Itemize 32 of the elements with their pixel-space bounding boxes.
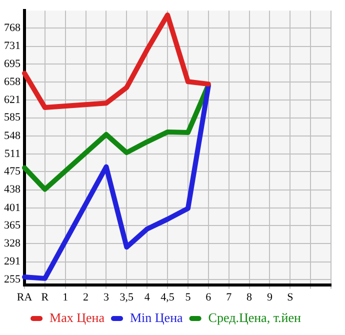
y-tick-label: 511 bbox=[4, 148, 20, 160]
y-tick-label: 291 bbox=[4, 256, 20, 268]
y-tick-label: 621 bbox=[4, 94, 20, 106]
y-tick-label: 475 bbox=[4, 166, 21, 178]
x-tick-label: RA bbox=[16, 291, 32, 304]
x-tick-label: 1 bbox=[62, 291, 68, 304]
x-tick-label: 4,5 bbox=[160, 291, 175, 304]
x-tick-label: S bbox=[287, 291, 294, 304]
x-tick-label: 3 bbox=[103, 291, 110, 304]
legend-label: Max Цена bbox=[50, 310, 105, 325]
y-tick-label: 695 bbox=[4, 58, 21, 70]
y-tick-label: 585 bbox=[4, 112, 21, 124]
y-tick-label: 658 bbox=[4, 76, 21, 88]
y-tick-label: 768 bbox=[4, 22, 21, 34]
legend-label: Min Цена bbox=[130, 310, 184, 325]
y-tick-label: 438 bbox=[4, 184, 21, 196]
x-tick-label: 9 bbox=[266, 291, 273, 304]
y-tick-label: 548 bbox=[4, 130, 21, 142]
x-tick-label: 8 bbox=[246, 291, 253, 304]
x-tick-label: 2 bbox=[83, 291, 89, 304]
legend-label: Сред.Цена, т.йен bbox=[208, 310, 302, 325]
y-tick-label: 328 bbox=[4, 238, 21, 250]
x-tick-label: R bbox=[41, 291, 50, 304]
x-tick-label: 4 bbox=[144, 291, 150, 304]
y-tick-label: 365 bbox=[4, 219, 21, 232]
x-tick-label: 7 bbox=[226, 291, 232, 304]
y-tick-label: 255 bbox=[4, 273, 21, 286]
y-tick-label: 731 bbox=[4, 40, 20, 52]
x-tick-label: 3,5 bbox=[120, 291, 134, 304]
y-tick-label: 401 bbox=[4, 202, 20, 214]
x-tick-label: 6 bbox=[206, 291, 212, 304]
x-tick-label: 5 bbox=[185, 291, 192, 304]
